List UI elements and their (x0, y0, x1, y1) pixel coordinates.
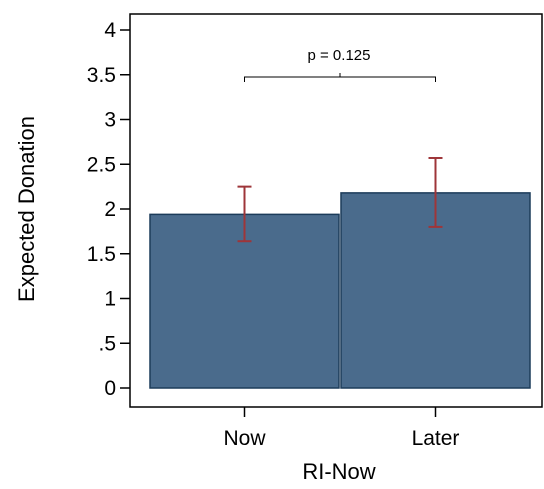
y-axis: 0 .5 1 1.5 2 2.5 3 3.5 4 (87, 19, 130, 400)
x-axis: Now Later (223, 407, 459, 450)
bar-now (149, 213, 340, 389)
plot-frame (129, 13, 543, 408)
y-tick-label: 3.5 (87, 64, 116, 87)
error-bar-later (428, 156, 443, 228)
x-tick-label-now: Now (223, 427, 266, 450)
significance-bracket (244, 73, 436, 82)
error-bar-now (237, 185, 252, 243)
p-value-annotation: p = 0.125 (308, 47, 371, 64)
x-axis-title: RI-Now (302, 459, 375, 484)
y-tick-label: 2.5 (87, 153, 116, 176)
y-tick-label: 1.5 (87, 243, 116, 266)
y-tick-label: 1 (104, 288, 116, 311)
y-tick-label: 3 (104, 109, 116, 132)
y-axis-title: Expected Donation (14, 116, 39, 302)
y-tick-label: 4 (104, 19, 116, 42)
error-bars (237, 156, 443, 243)
bracket-line (244, 73, 436, 82)
x-tick-label-later: Later (412, 427, 460, 450)
y-tick-label: 0 (104, 377, 116, 400)
y-tick-label: .5 (98, 332, 116, 355)
y-tick-label: 2 (104, 198, 116, 221)
bars (149, 192, 531, 389)
